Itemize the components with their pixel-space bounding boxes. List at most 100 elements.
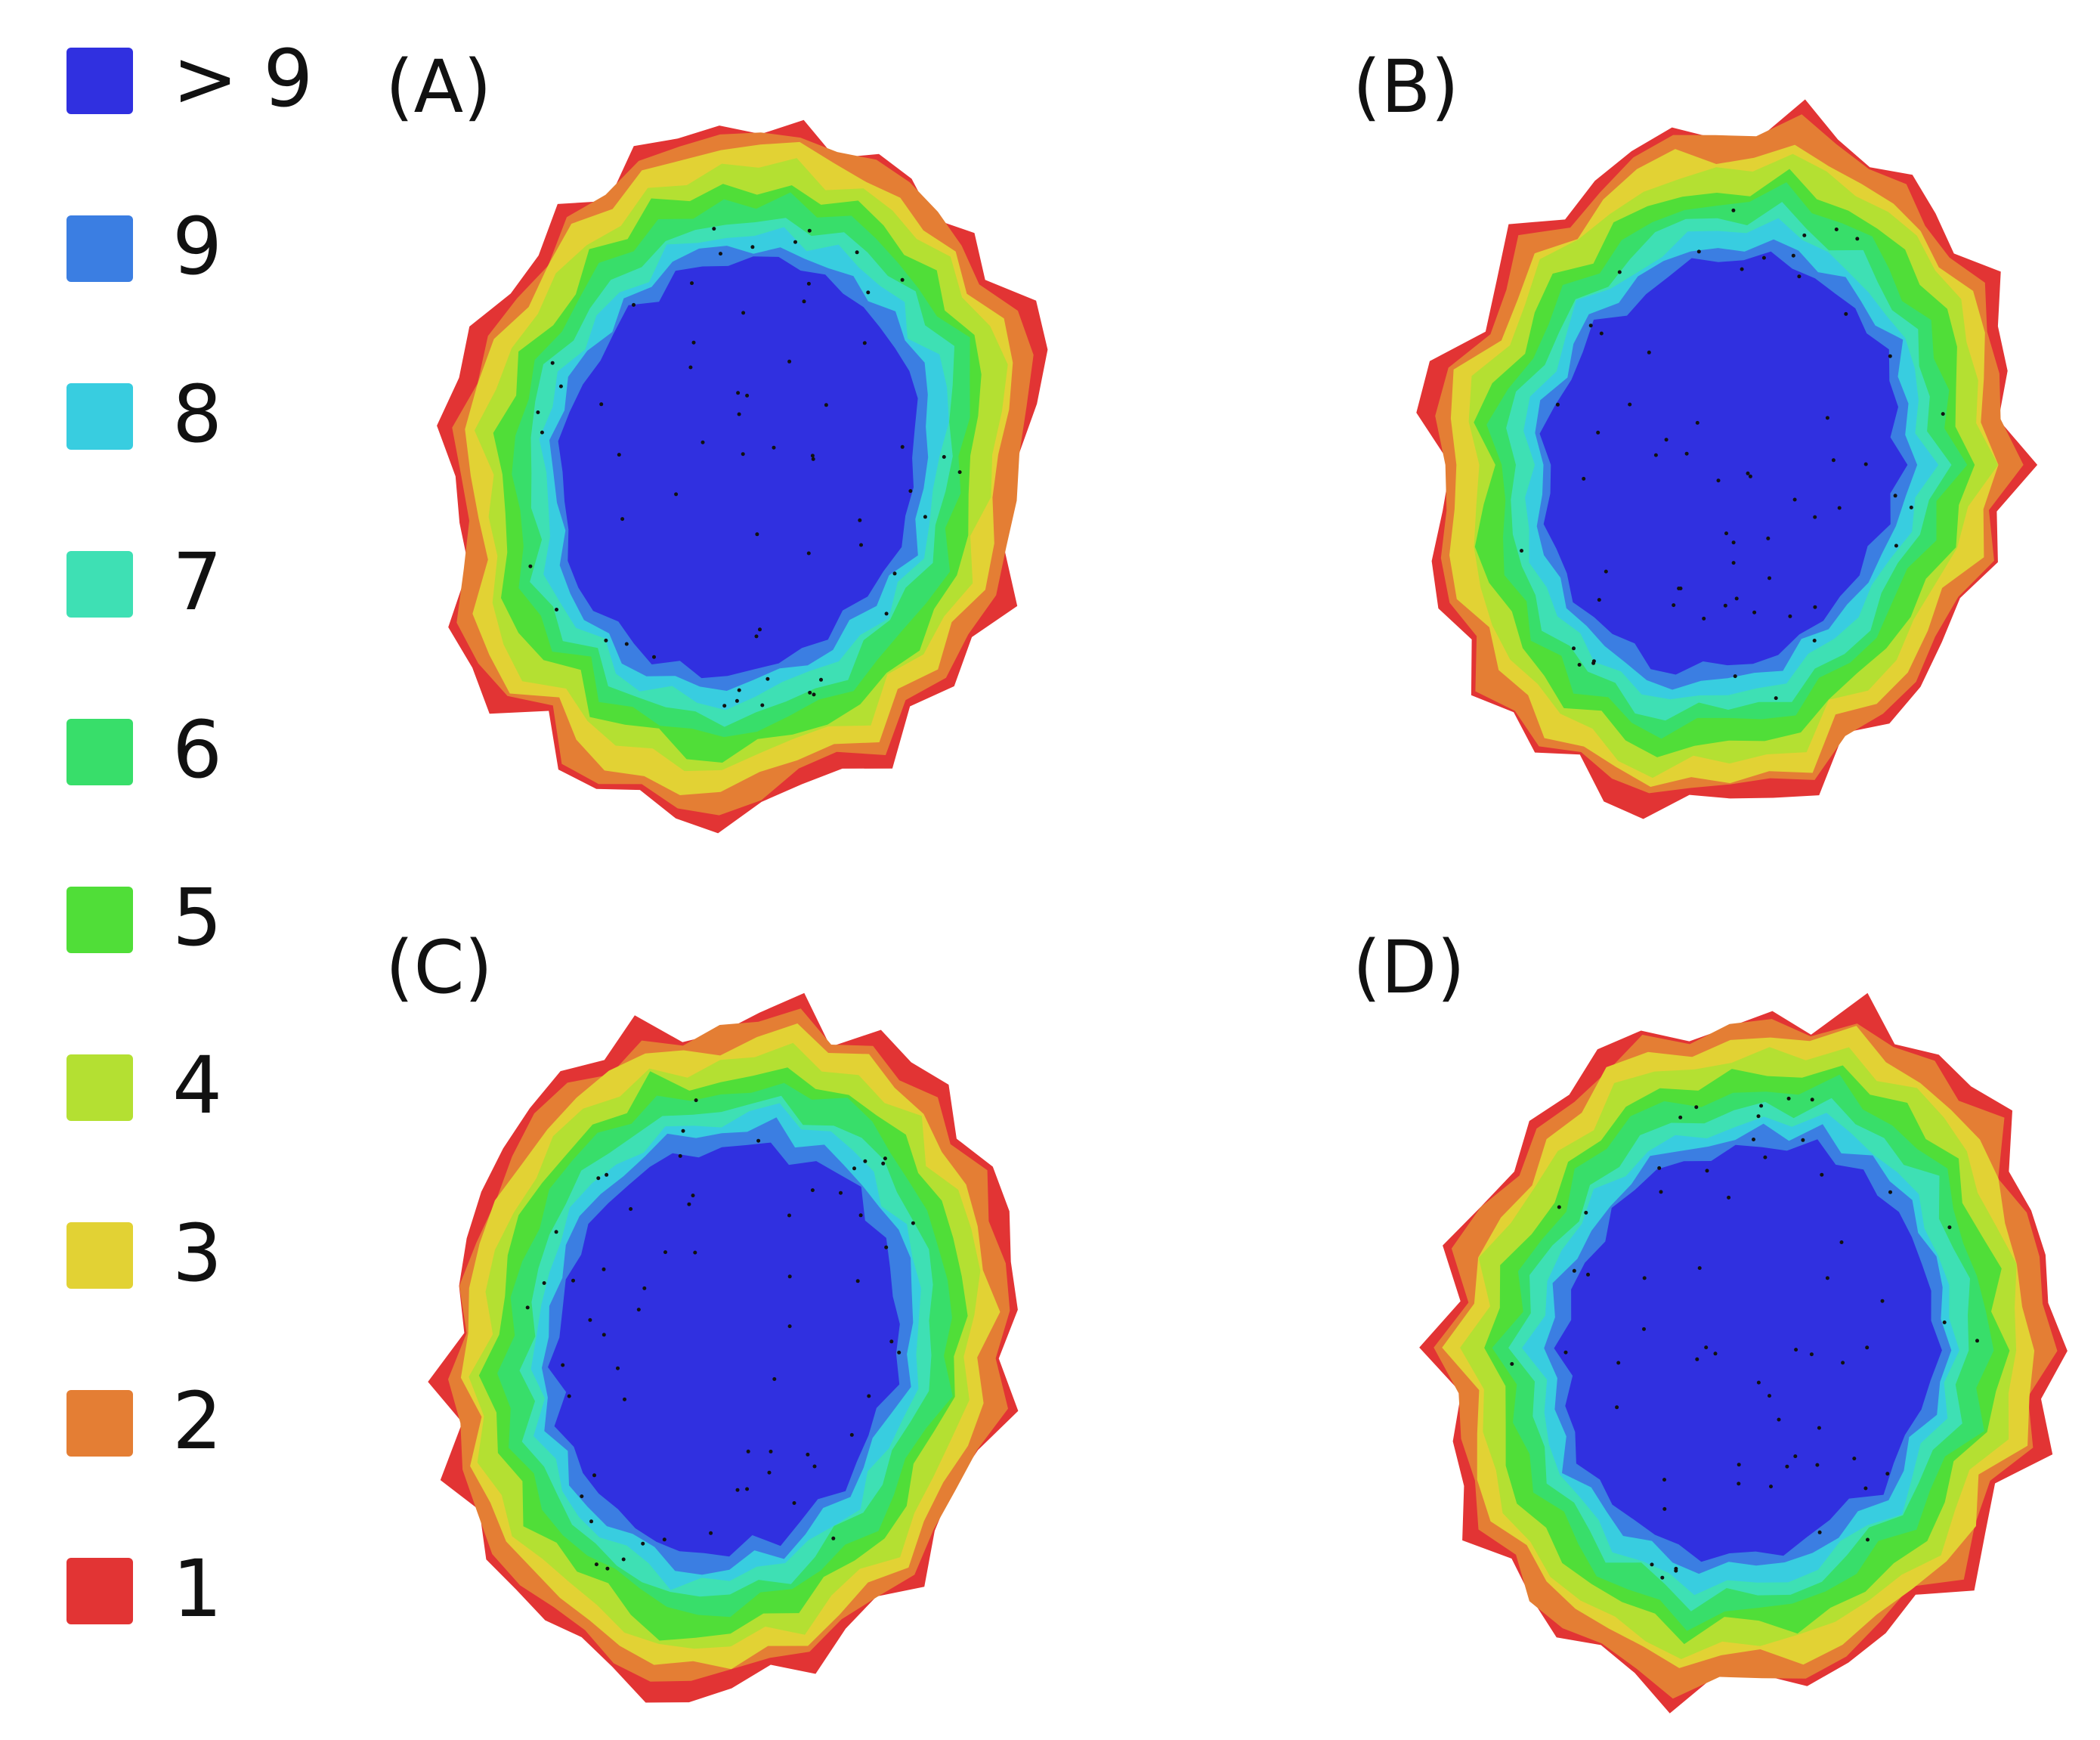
- node-dot: [1731, 540, 1736, 545]
- node-dot: [1733, 674, 1737, 679]
- node-dot: [1748, 474, 1752, 478]
- node-dot: [855, 1279, 860, 1283]
- node-dot: [642, 1286, 647, 1290]
- legend-label: 3: [172, 1207, 223, 1299]
- node-dot: [1597, 598, 1601, 602]
- legend-label: 5: [172, 872, 223, 964]
- node-dot: [787, 1213, 791, 1218]
- node-dot: [1855, 237, 1860, 241]
- node-dot: [605, 1566, 610, 1571]
- node-dot: [536, 410, 540, 414]
- node-dot: [1628, 402, 1632, 407]
- node-dot: [767, 1470, 772, 1475]
- node-dot: [1520, 549, 1523, 553]
- node-dot: [1695, 1357, 1699, 1361]
- node-dot: [1888, 1190, 1892, 1194]
- node-dot: [884, 611, 889, 616]
- node-dot: [540, 430, 544, 435]
- node-dot: [1716, 478, 1721, 483]
- panel-label-d: (D): [1353, 925, 1465, 1010]
- node-dot: [632, 302, 636, 307]
- legend-label: 7: [172, 536, 223, 628]
- legend-item: 5: [66, 876, 339, 959]
- node-dot: [1880, 1299, 1885, 1303]
- node-dot: [1802, 233, 1807, 237]
- node-dot: [1863, 1486, 1868, 1491]
- node-dot: [859, 543, 863, 547]
- legend-swatch: [66, 1054, 133, 1121]
- node-dot: [811, 457, 815, 461]
- node-dot: [884, 1245, 889, 1249]
- node-dot: [602, 1333, 606, 1337]
- node-dot: [745, 393, 750, 398]
- legend-item: 1: [66, 1547, 339, 1630]
- node-dot: [806, 1452, 810, 1457]
- node-dot: [1785, 1464, 1789, 1469]
- legend-swatch: [66, 1558, 133, 1624]
- node-dot: [1792, 497, 1797, 502]
- node-dot: [792, 1501, 796, 1505]
- node-dot: [1557, 1205, 1561, 1209]
- node-dot: [741, 452, 745, 457]
- legend-swatch: [66, 48, 133, 114]
- node-dot: [1642, 1327, 1646, 1331]
- node-dot: [760, 703, 765, 707]
- node-dot: [528, 564, 533, 568]
- node-dot: [690, 281, 694, 286]
- node-dot: [1650, 1562, 1654, 1567]
- node-dot: [525, 1305, 530, 1310]
- node-dot: [694, 1098, 698, 1103]
- node-dot: [652, 655, 656, 659]
- coverage-zone: [1554, 1139, 1942, 1562]
- node-dot: [858, 1213, 863, 1218]
- node-dot: [863, 1159, 868, 1163]
- legend-item: > 9: [66, 37, 339, 120]
- node-dot: [754, 634, 759, 639]
- node-dot: [1774, 696, 1778, 701]
- node-dot: [1801, 1138, 1805, 1142]
- node-dot: [866, 290, 871, 295]
- node-dot: [1839, 1240, 1844, 1244]
- node-dot: [746, 1449, 750, 1454]
- node-dot: [831, 1536, 836, 1540]
- legend-label: > 9: [172, 33, 314, 125]
- node-dot: [1746, 471, 1750, 475]
- node-dot: [787, 1324, 792, 1329]
- node-dot: [769, 1449, 773, 1454]
- node-dot: [1731, 208, 1736, 212]
- node-dot: [806, 551, 811, 556]
- node-dot: [1942, 1320, 1947, 1324]
- legend-item: 8: [66, 373, 339, 456]
- node-dot: [1660, 1575, 1665, 1580]
- node-dot: [1577, 663, 1582, 667]
- node-dot: [1794, 1348, 1798, 1352]
- legend-label: 2: [172, 1375, 223, 1467]
- node-dot: [1975, 1339, 1979, 1343]
- node-dot: [588, 1317, 592, 1322]
- node-dot: [1642, 1276, 1647, 1280]
- coverage-map-c: [428, 992, 1019, 1703]
- node-dot: [765, 676, 770, 681]
- node-dot: [1599, 331, 1604, 336]
- legend-item: 2: [66, 1379, 339, 1463]
- node-dot: [1591, 661, 1596, 665]
- node-dot: [691, 1194, 695, 1198]
- node-dot: [1678, 1115, 1683, 1119]
- panel-label-b: (B): [1353, 45, 1459, 129]
- node-dot: [881, 1161, 886, 1166]
- node-dot: [1788, 614, 1792, 618]
- node-dot: [741, 311, 746, 315]
- node-dot: [674, 492, 679, 497]
- node-dot: [1555, 402, 1560, 407]
- legend-item: 9: [66, 205, 339, 288]
- panel-label-a: (A): [385, 45, 492, 129]
- node-dot: [688, 365, 693, 370]
- node-dot: [1834, 228, 1839, 231]
- node-dot: [1586, 1272, 1590, 1277]
- color-legend: > 9 9 8 7 6 5 4 3 2 1: [66, 37, 339, 1659]
- legend-label: 6: [172, 704, 223, 796]
- node-dot: [812, 692, 816, 697]
- node-dot: [1510, 1362, 1514, 1366]
- node-dot: [1674, 1568, 1678, 1573]
- node-dot: [1866, 1537, 1870, 1542]
